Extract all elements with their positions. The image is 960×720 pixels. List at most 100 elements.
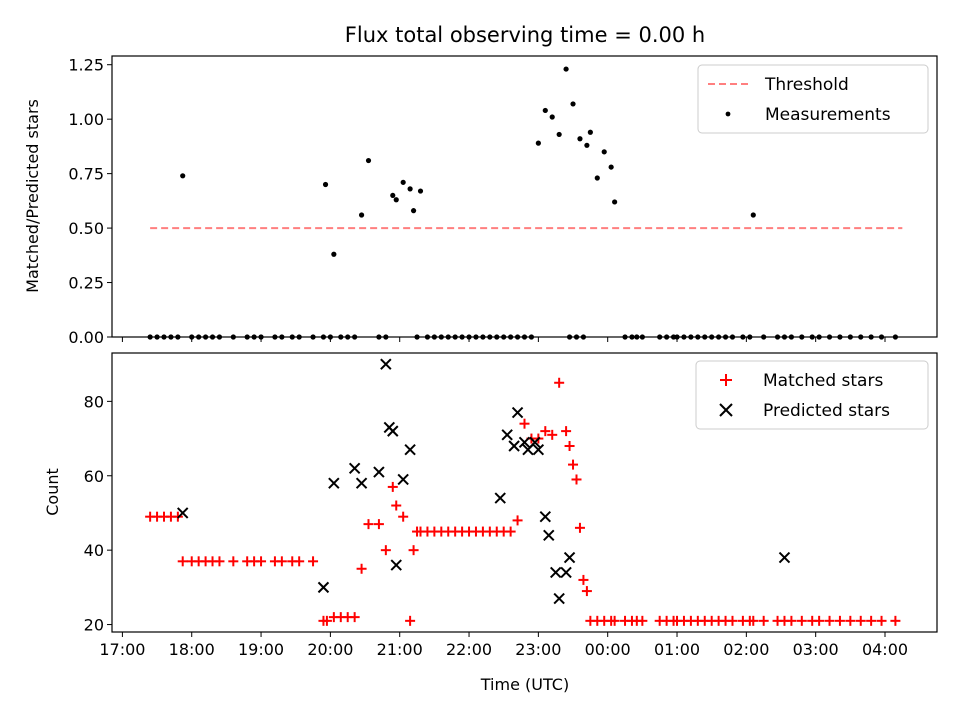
predicted-stars-point [560, 566, 572, 579]
ratio-y-axis-label: Matched/Predicted stars [23, 99, 42, 293]
measurement-point [331, 251, 337, 257]
matched-stars-point [294, 556, 305, 567]
measurement-point [400, 179, 406, 185]
predicted-stars-point [494, 492, 506, 504]
count-ytick-label: 80 [84, 392, 104, 411]
matched-stars-point [276, 556, 287, 567]
matched-stars-point [727, 615, 738, 626]
matched-stars-point [387, 481, 398, 492]
predicted-stars-point [539, 510, 552, 523]
matched-stars-point [214, 556, 225, 567]
matched-stars-point [571, 474, 582, 485]
matched-stars-point [256, 556, 267, 567]
matched-stars-point [308, 556, 319, 567]
ratio-ytick-label: 1.25 [68, 56, 104, 75]
measurement-point [410, 208, 417, 214]
matched-stars-point [890, 615, 901, 626]
matched-stars-point [564, 441, 575, 451]
ratio-axes-frame [111, 55, 938, 338]
predicted-stars-point [387, 425, 399, 437]
matched-stars-point [547, 429, 558, 440]
count-legend: Matched stars Predicted stars [695, 360, 929, 430]
predicted-stars-point [404, 444, 416, 456]
panel-count: 20 40 60 80 17:00 18:00 19:00 20:00 21:00 22:00 2… [43, 352, 938, 694]
matched-stars-point [540, 426, 551, 437]
matched-stars-point [228, 556, 239, 567]
measurement-point [393, 197, 399, 203]
count-ytick-label: 60 [84, 467, 104, 486]
measurement-point [612, 199, 618, 205]
matched-stars-point [578, 574, 589, 585]
legend-matched-label: Matched stars [763, 371, 883, 391]
legend-measurements-swatch [725, 111, 731, 117]
matched-stars-point [321, 615, 332, 626]
chart-title: Flux total observing time = 0.00 h [345, 23, 705, 47]
legend-threshold-label: Threshold [764, 75, 849, 95]
count-ytick-label: 20 [84, 616, 104, 635]
measurement-point [180, 173, 186, 179]
measurement-point [322, 181, 329, 188]
predicted-stars-point [373, 466, 385, 478]
predicted-stars-point [397, 473, 409, 486]
ratio-legend-frame [697, 64, 929, 134]
count-y-axis-label: Count [43, 468, 62, 516]
ratio-marks [147, 66, 903, 340]
matched-stars-point [581, 586, 592, 597]
matched-stars-point [796, 615, 807, 626]
measurement-point [358, 212, 365, 218]
xtick-label: 22:00 [446, 640, 492, 659]
measurement-point [594, 175, 600, 181]
matched-stars-point [177, 556, 188, 567]
ratio-ytick-label: 0.75 [68, 165, 104, 184]
measurement-point [584, 142, 590, 148]
measurement-point [407, 186, 413, 192]
xtick-label: 23:00 [515, 640, 561, 659]
matched-stars-point [519, 418, 530, 429]
measurement-point [556, 131, 562, 138]
matched-stars-point [380, 545, 391, 556]
xtick-label: 21:00 [377, 640, 423, 659]
count-legend-frame [695, 360, 929, 430]
x-axis-label: Time (UTC) [480, 675, 569, 694]
predicted-stars-point [390, 559, 402, 571]
matched-stars-point [373, 519, 384, 530]
predicted-stars-point [177, 507, 189, 519]
matched-stars-point [834, 615, 845, 626]
xtick-label: 18:00 [169, 640, 215, 659]
measurement-point [563, 66, 569, 72]
matched-stars-point [824, 615, 835, 626]
count-ytick-label: 40 [84, 541, 104, 560]
matched-stars-point [391, 500, 402, 511]
predicted-stars-point [549, 566, 562, 579]
panel-ratio: 0.00 0.25 0.50 0.75 1.00 1.25 Matched/Predict… [23, 55, 938, 347]
predicted-stars-point [511, 406, 524, 419]
xtick-label: 19:00 [238, 640, 284, 659]
predicted-stars-point [532, 444, 545, 456]
ratio-ytick-label: 0.25 [68, 274, 104, 293]
count-y-ticks: 20 40 60 80 [84, 392, 112, 635]
measurement-point [365, 157, 372, 164]
ratio-ytick-label: 1.00 [68, 110, 104, 129]
measurement-point [608, 164, 614, 170]
predicted-stars-point [529, 436, 541, 448]
count-axes-frame [111, 352, 938, 633]
predicted-stars-point [563, 551, 576, 564]
measurement-point [587, 129, 593, 135]
matched-stars-point [349, 612, 360, 623]
predicted-stars-point [355, 477, 368, 489]
matched-stars-point [855, 615, 866, 626]
legend-matched-swatch [720, 374, 732, 386]
predicted-stars-point [553, 592, 565, 605]
measurement-point [750, 212, 756, 218]
matched-stars-point [814, 615, 825, 626]
measurement-point [390, 192, 396, 199]
measurement-point [577, 136, 583, 142]
measurement-point [542, 107, 548, 114]
matched-stars-point [356, 563, 367, 574]
ratio-x-ticks [121, 337, 886, 342]
legend-measurements-label: Measurements [765, 105, 891, 125]
measurement-point [417, 188, 424, 194]
matched-stars-point [512, 515, 523, 526]
matched-stars-point [786, 615, 797, 626]
